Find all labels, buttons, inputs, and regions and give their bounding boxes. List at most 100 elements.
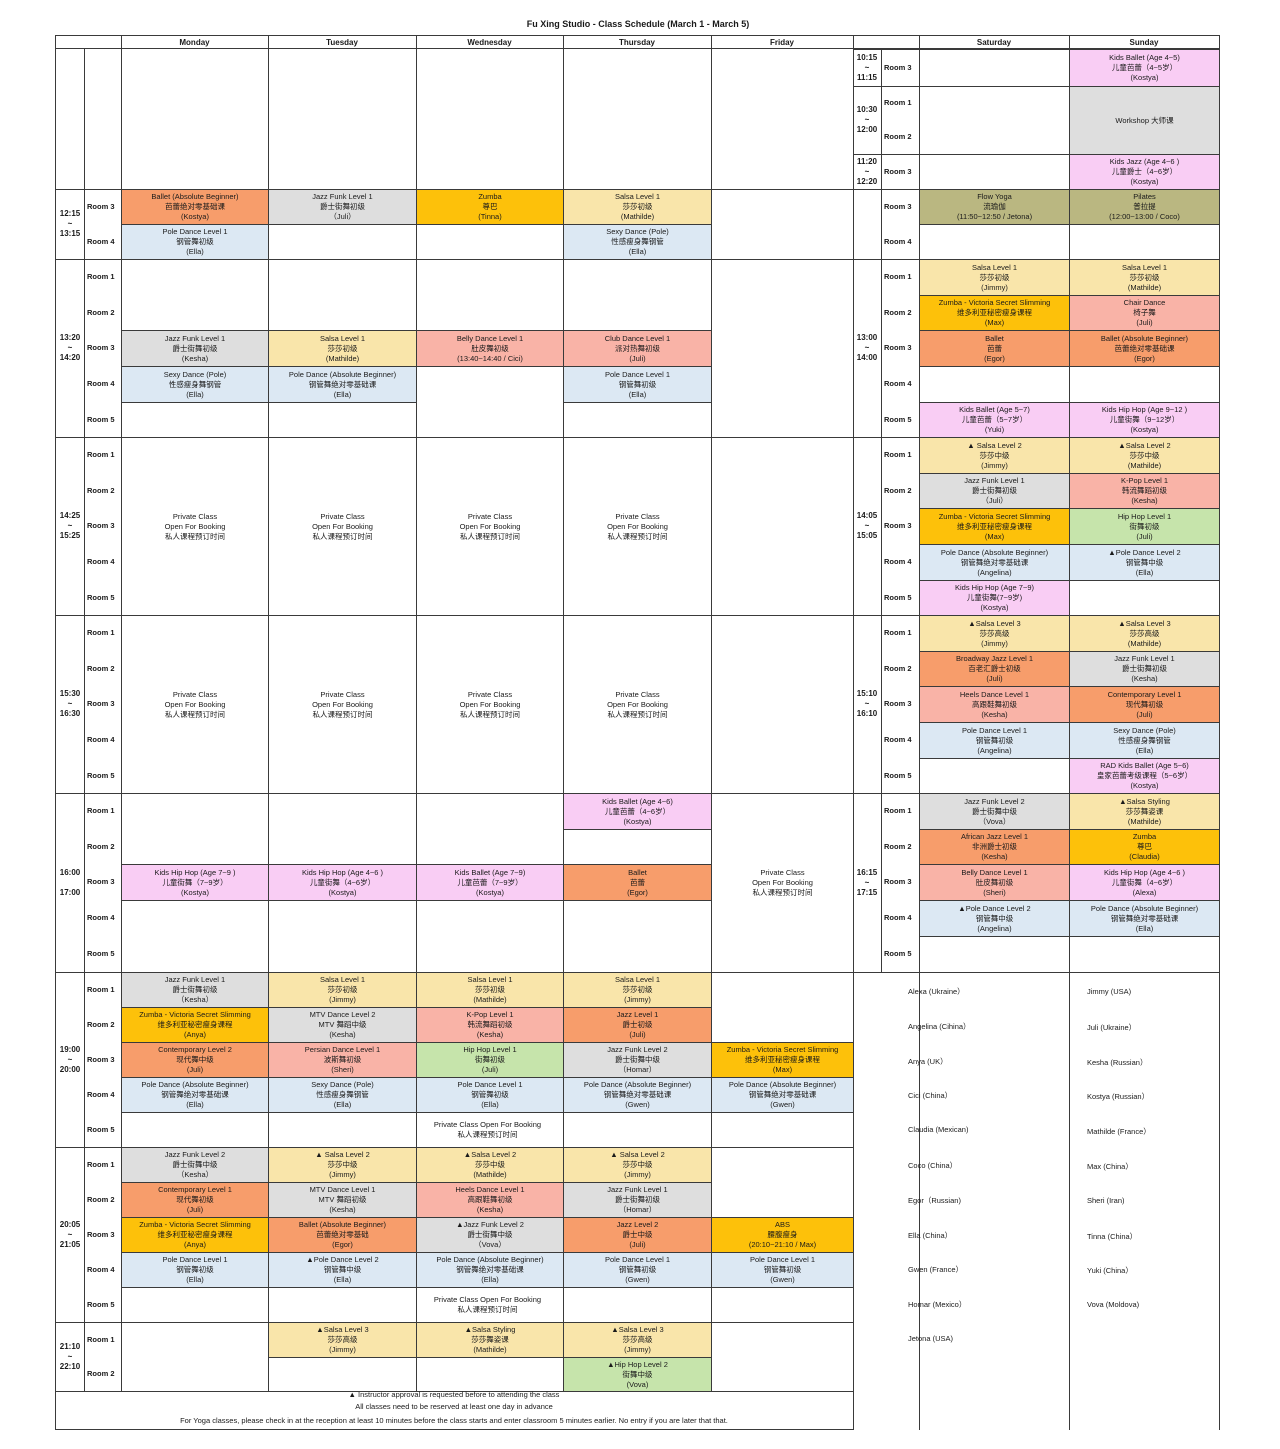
- class-text: 莎莎高级: [1129, 628, 1160, 638]
- class-text: Jazz Funk Level 2: [164, 1150, 226, 1159]
- grid-line: [1069, 580, 1220, 581]
- class-text: 儿童街舞(7~9岁): [966, 593, 1023, 602]
- class-cell: Broadway Jazz Level 1 百老汇爵士初级 (Juli): [920, 652, 1069, 686]
- grid-line: [121, 1287, 122, 1322]
- time-text: ~: [864, 699, 870, 708]
- weekend-room-label: Room 3: [884, 343, 912, 352]
- class-cell: Jazz Funk Level 1 爵士街舞初级 (Kesha): [122, 331, 268, 366]
- class-cell: Private Class Open For Booking 私人课程预订时间: [122, 438, 268, 615]
- class-text: (Kesha): [981, 852, 1008, 861]
- grid-line: [711, 972, 854, 973]
- class-text: 钢管舞初级: [176, 1265, 214, 1274]
- weekend-room-label: Room 4: [884, 557, 912, 566]
- weekday-room-label: Room 4: [87, 735, 115, 744]
- grid-line: [416, 1147, 563, 1148]
- class-text: 芭蕾绝对零基础课: [1114, 343, 1175, 353]
- grid-line: [1069, 49, 1070, 86]
- grid-line: [563, 402, 712, 403]
- class-cell: ▲Salsa Level 3 莎莎高级 (Jimmy): [564, 1323, 711, 1357]
- grid-line: [919, 864, 920, 900]
- grid-line: [268, 864, 269, 900]
- grid-line: [563, 224, 711, 225]
- class-text: 椅子舞: [1133, 308, 1156, 317]
- class-text: ▲Salsa Level 3: [316, 1325, 369, 1334]
- grid-line: [563, 1391, 712, 1392]
- grid-line: [919, 900, 1069, 901]
- class-text: 莎莎中级: [475, 1160, 505, 1169]
- class-text: Salsa Level 1: [614, 975, 661, 984]
- instructor-name: Tinna (China）: [1087, 1231, 1138, 1241]
- grid-line: [55, 1429, 853, 1430]
- class-cell: Jazz Funk Level 1 爵士街舞初级 （Juli）: [920, 474, 1069, 508]
- class-text: Pole Dance (Absolute Beginner): [141, 1080, 249, 1089]
- grid-line: [563, 1077, 711, 1078]
- grid-line: [121, 437, 268, 438]
- class-cell: MTV Dance Level 2 MTV 舞蹈中级 (Kesha): [269, 1008, 416, 1042]
- class-text: Pole Dance (Absolute Beginner): [436, 1255, 544, 1264]
- class-cell: Private Class Open For Booking 私人课程预订时间: [122, 1113, 853, 1147]
- class-cell: Jazz Funk Level 1 爵士街舞初级 （Homar）: [564, 1183, 711, 1217]
- class-cell: Private Class Open For Booking 私人课程预订时间: [712, 794, 853, 972]
- class-cell: Ballet 芭蕾 (Egor): [564, 865, 711, 900]
- grid-line: [563, 1217, 564, 1252]
- grid-line: [1069, 86, 1070, 154]
- class-cell: Kids Ballet (Age 4~6) 儿童芭蕾（4~6岁） (Kostya): [564, 794, 711, 829]
- grid-line: [919, 508, 1069, 509]
- time-text: 14:20: [59, 353, 81, 362]
- class-text: (Gwen): [625, 1100, 650, 1109]
- grid-line: [853, 793, 854, 972]
- class-text: (Mathilde): [473, 995, 507, 1004]
- grid-line: [1069, 900, 1070, 936]
- weekday-room-label: Room 1: [87, 1334, 115, 1344]
- class-text: Open For Booking: [459, 521, 521, 531]
- grid-line: [416, 1007, 563, 1008]
- day-header-tuesday: Tuesday: [326, 38, 358, 47]
- grid-line: [563, 1007, 564, 1042]
- class-text: (Juli): [186, 1065, 204, 1074]
- grid-line: [919, 686, 920, 722]
- grid-line: [711, 1147, 712, 1182]
- weekday-room-label: Room 2: [87, 1019, 115, 1029]
- time-text: 12:00: [856, 125, 878, 134]
- class-text: (Ella): [481, 1100, 499, 1109]
- day-header-saturday: Saturday: [976, 38, 1012, 47]
- grid-line: [121, 1112, 122, 1147]
- class-text: 尊巴: [1137, 842, 1152, 851]
- weekday-room-label: Room 5: [87, 414, 115, 424]
- grid-line: [1069, 686, 1070, 722]
- class-text: (Ella): [333, 1100, 352, 1109]
- class-text: 莎莎高级: [327, 1335, 358, 1344]
- instructor-name: Kostya (Russian）: [1087, 1092, 1150, 1102]
- weekday-room-label: Room 2: [87, 485, 115, 495]
- class-text: Private Class: [320, 689, 365, 699]
- class-text: 莎莎高级: [979, 628, 1010, 638]
- weekend-time-slot: 10:30 ~12:00: [852, 105, 882, 135]
- class-cell: Pole Dance Level 1 钢管舞初级 (Ella): [122, 225, 268, 259]
- grid-line: [919, 793, 1069, 794]
- class-cell: Pole Dance (Absolute Beginner) 钢管舞绝对零基础课(…: [269, 367, 416, 402]
- weekend-room-label: Room 1: [884, 806, 912, 815]
- class-cell: Sexy Dance (Pole) 性感瘦身舞钢管 (Ella): [122, 367, 268, 402]
- grid-line: [121, 1217, 122, 1252]
- grid-line: [1219, 615, 1220, 651]
- class-text: Kids Jazz (Age 4~6 ): [1109, 157, 1180, 166]
- grid-line: [121, 972, 268, 973]
- class-text: (Anya): [183, 1030, 207, 1039]
- weekday-room-label: Room 5: [87, 1299, 115, 1309]
- class-cell: ▲Salsa Level 2 莎莎中级 (Mathilde): [1070, 438, 1219, 473]
- class-text: Private Class: [320, 511, 365, 521]
- time-text: 22:10: [59, 1361, 81, 1371]
- time-text: 13:20: [59, 333, 81, 342]
- weekend-room-label: Room 5: [884, 949, 912, 958]
- grid-line: [121, 615, 122, 793]
- class-text: 钢管舞绝对零基础课: [161, 1090, 229, 1099]
- class-text: (Juli): [1136, 709, 1153, 719]
- class-text: (Juli): [1136, 318, 1153, 327]
- class-text: Zumba: [1132, 832, 1157, 841]
- instructor-name: Anya (UK）: [908, 1056, 948, 1066]
- grid-line: [416, 1322, 417, 1357]
- grid-line: [1069, 154, 1219, 155]
- grid-line: [121, 1077, 268, 1078]
- class-text: 莎莎中级: [622, 1160, 653, 1169]
- instructor-name: Angelina (Cihina）: [908, 1021, 971, 1031]
